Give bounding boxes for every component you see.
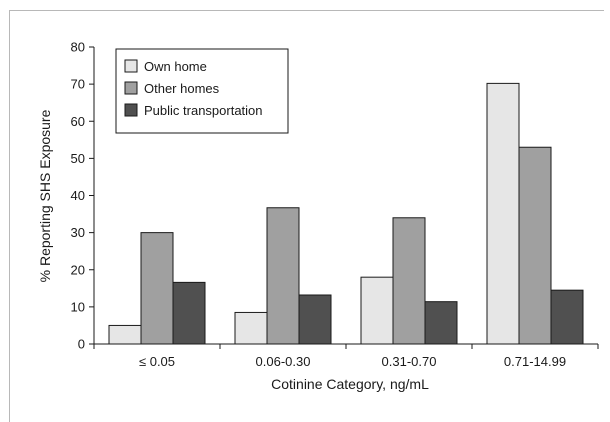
bar bbox=[424, 301, 458, 345]
bar bbox=[298, 294, 332, 345]
bar bbox=[392, 217, 426, 345]
legend-label: Public transportation bbox=[144, 103, 263, 118]
y-tick-label: 60 bbox=[71, 114, 85, 129]
y-tick-label: 70 bbox=[71, 77, 85, 92]
x-tick-label: 0.06-0.30 bbox=[256, 354, 311, 369]
bars bbox=[108, 82, 584, 345]
frame-top-border bbox=[9, 10, 604, 11]
x-tick-label: 0.71-14.99 bbox=[504, 354, 566, 369]
legend: Own home Other homes Public transportation bbox=[115, 48, 289, 134]
bar bbox=[360, 276, 394, 345]
bar bbox=[140, 232, 174, 345]
legend-swatch bbox=[124, 103, 138, 117]
bar bbox=[108, 324, 142, 345]
y-tick-label: 10 bbox=[71, 299, 85, 314]
x-tick-label: 0.31-0.70 bbox=[382, 354, 437, 369]
bar bbox=[486, 82, 520, 345]
legend-box bbox=[115, 48, 289, 134]
bar bbox=[550, 289, 584, 345]
y-tick-label: 0 bbox=[78, 337, 85, 352]
x-axis-title: Cotinine Category, ng/mL bbox=[271, 376, 429, 392]
frame-left-border bbox=[9, 10, 10, 422]
y-tick-label: 80 bbox=[71, 40, 85, 55]
y-axis: 0 10 20 30 40 50 60 70 80 bbox=[71, 40, 95, 352]
legend-label: Other homes bbox=[144, 81, 220, 96]
x-axis: ≤ 0.05 0.06-0.30 0.31-0.70 0.71-14.99 bbox=[93, 343, 599, 369]
legend-items: Own home Other homes Public transportation bbox=[124, 59, 263, 118]
bar bbox=[266, 207, 300, 345]
bar bbox=[518, 146, 552, 345]
x-tick-label: ≤ 0.05 bbox=[139, 354, 175, 369]
y-tick-label: 30 bbox=[71, 225, 85, 240]
y-tick-label: 40 bbox=[71, 188, 85, 203]
legend-label: Own home bbox=[144, 59, 207, 74]
y-tick-label: 50 bbox=[71, 151, 85, 166]
legend-swatch bbox=[124, 81, 138, 95]
bar bbox=[234, 311, 268, 345]
legend-swatch bbox=[124, 59, 138, 73]
y-axis-title: % Reporting SHS Exposure bbox=[37, 109, 53, 282]
y-tick-label: 20 bbox=[71, 262, 85, 277]
bar bbox=[172, 281, 206, 345]
